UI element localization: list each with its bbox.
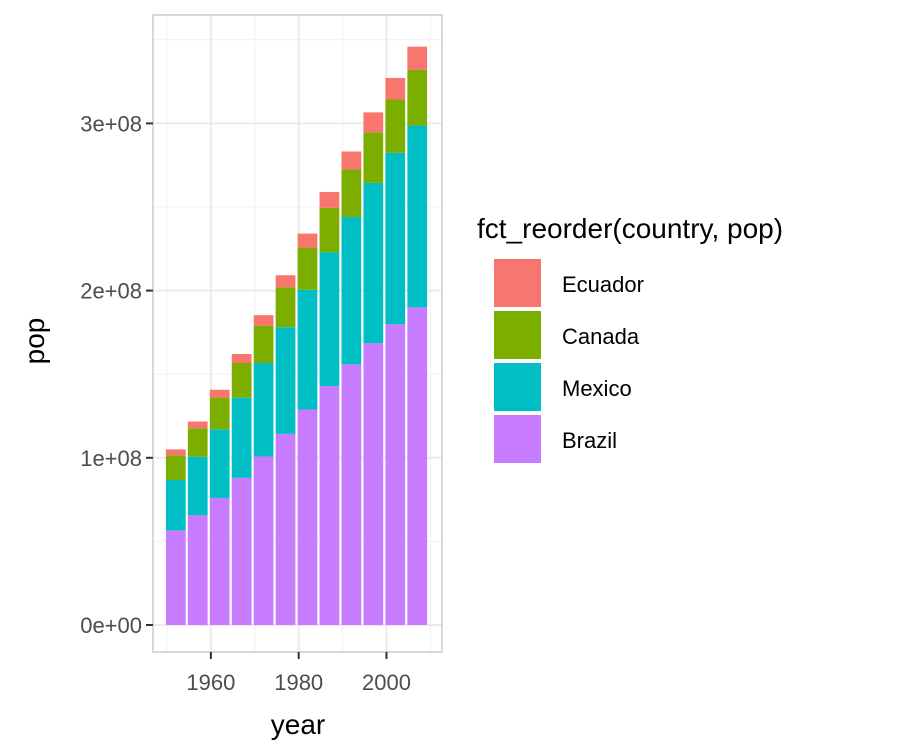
- bar-segment-canada: [297, 247, 318, 290]
- bar-segment-mexico: [363, 182, 384, 344]
- legend-swatch-canada: [494, 311, 541, 359]
- bar-segment-canada: [165, 455, 186, 481]
- x-tick-label: 1980: [274, 670, 323, 695]
- bar-segment-ecuador: [319, 191, 340, 208]
- bar-segment-ecuador: [253, 315, 274, 326]
- bar-segment-ecuador: [407, 46, 428, 70]
- bar-segment-brazil: [341, 364, 362, 625]
- bar-segment-ecuador: [187, 421, 208, 429]
- bar-segment-brazil: [385, 324, 406, 625]
- bar-segment-canada: [341, 169, 362, 218]
- bar-segment-ecuador: [209, 389, 230, 398]
- bar-segment-canada: [209, 397, 230, 430]
- legend-swatch-mexico: [494, 363, 541, 411]
- bar-segment-mexico: [165, 480, 186, 531]
- bar-segment-canada: [187, 428, 208, 457]
- bar-segment-mexico: [319, 252, 340, 387]
- legend-label-canada: Canada: [562, 324, 640, 349]
- panel-border: [152, 14, 443, 653]
- x-axis-title: year: [271, 709, 325, 740]
- x-axis: 1960 1980 2000: [186, 652, 411, 695]
- x-tick-label: 2000: [362, 670, 411, 695]
- bar-segment-ecuador: [341, 151, 362, 170]
- bar-segment-brazil: [231, 477, 252, 625]
- bar-segment-brazil: [209, 497, 230, 625]
- bar-segment-brazil: [165, 530, 186, 625]
- y-tick-label: 2e+08: [80, 279, 142, 304]
- bar-segment-brazil: [363, 343, 384, 625]
- bar-segment-canada: [253, 325, 274, 363]
- bar-segment-mexico: [209, 429, 230, 498]
- legend-swatch-ecuador: [494, 259, 541, 307]
- y-tick-label: 0e+00: [80, 613, 142, 638]
- y-axis: 0e+00 1e+08 2e+08 3e+08: [80, 111, 153, 638]
- y-tick-label: 1e+08: [80, 446, 142, 471]
- bar-segment-ecuador: [297, 233, 318, 248]
- bar-segment-ecuador: [231, 353, 252, 363]
- bar-segment-canada: [231, 362, 252, 398]
- legend-title: fct_reorder(country, pop): [477, 213, 783, 244]
- legend-label-mexico: Mexico: [562, 376, 632, 401]
- bar-segment-brazil: [319, 386, 340, 625]
- bar-segment-mexico: [407, 125, 428, 308]
- bar-segment-canada: [385, 99, 406, 153]
- y-tick-label: 3e+08: [80, 111, 142, 136]
- bar-segment-brazil: [253, 456, 274, 625]
- bar-segment-ecuador: [275, 275, 296, 288]
- bar-segment-mexico: [385, 152, 406, 325]
- bar-segment-ecuador: [363, 112, 384, 133]
- bar-segment-mexico: [187, 456, 208, 516]
- bar-segment-brazil: [297, 409, 318, 625]
- bar-segment-canada: [319, 207, 340, 253]
- bar-segment-mexico: [341, 217, 362, 365]
- legend-label-ecuador: Ecuador: [562, 272, 644, 297]
- bar-segment-brazil: [187, 515, 208, 625]
- bar-segment-ecuador: [385, 77, 406, 100]
- x-tick-label: 1960: [186, 670, 235, 695]
- plot-panel: [152, 14, 443, 653]
- bar-segment-canada: [407, 69, 428, 126]
- bar-segment-mexico: [297, 289, 318, 410]
- bar-segment-mexico: [275, 327, 296, 434]
- bar-segment-brazil: [275, 433, 296, 625]
- legend-label-brazil: Brazil: [562, 428, 617, 453]
- bar-segment-mexico: [253, 362, 274, 457]
- bar-segment-canada: [275, 287, 296, 328]
- bar-segment-mexico: [231, 397, 252, 478]
- bar-segment-canada: [363, 132, 384, 183]
- legend-swatch-brazil: [494, 415, 541, 463]
- y-axis-title: pop: [19, 318, 50, 365]
- bar-segment-brazil: [407, 307, 428, 625]
- legend: fct_reorder(country, pop) Ecuador Canada M…: [477, 213, 783, 463]
- bar-segment-ecuador: [165, 449, 186, 456]
